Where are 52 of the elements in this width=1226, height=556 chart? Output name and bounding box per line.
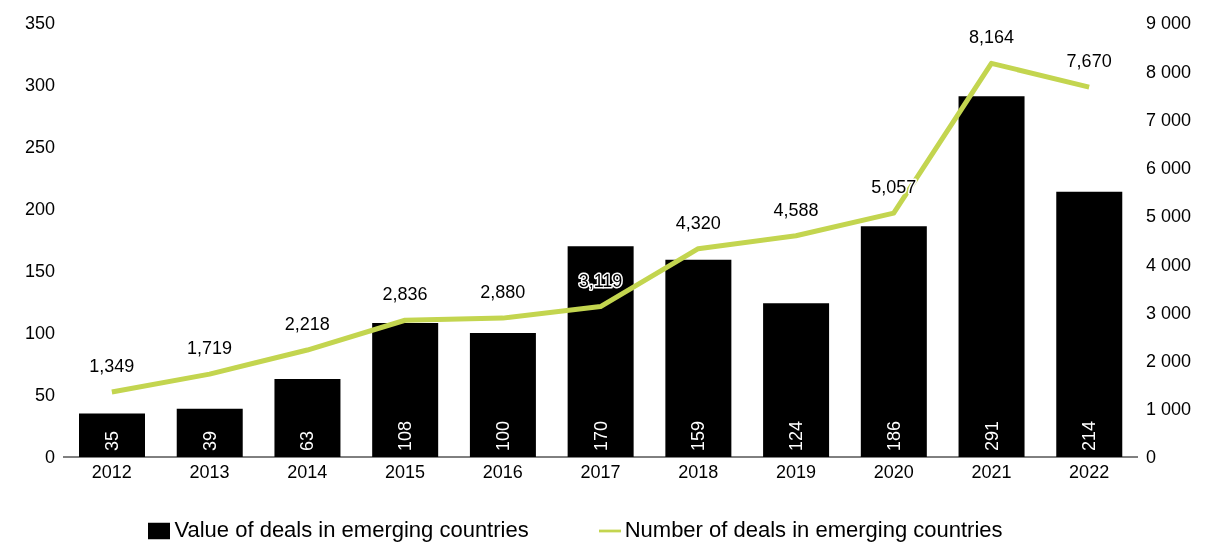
data-label: 1,719	[187, 338, 233, 359]
x-tick-label: 2016	[482, 461, 523, 482]
x-tick-label: 2013	[189, 461, 230, 482]
data-label: 63	[297, 430, 318, 451]
y2-tick-label: 9 000	[1146, 13, 1192, 34]
data-label: 4,588	[773, 199, 819, 220]
y-tick-label: 200	[24, 199, 55, 220]
data-label: 39	[199, 430, 220, 451]
y-tick-label: 300	[24, 75, 55, 96]
x-tick-label: 2022	[1069, 461, 1110, 482]
y2-tick-label: 0	[1146, 447, 1157, 468]
data-label: 35	[102, 430, 122, 451]
x-tick-label: 2018	[678, 461, 719, 482]
y2-tick-label: 5 000	[1146, 206, 1192, 227]
data-label: 8,164	[968, 27, 1014, 48]
y2-tick-label: 8 000	[1146, 61, 1192, 82]
x-tick-label: 2017	[580, 461, 621, 482]
y-tick-label: 250	[24, 137, 55, 158]
y2-tick-label: 3 000	[1146, 302, 1192, 323]
data-label: 159	[688, 420, 709, 451]
x-tick-label: 2021	[971, 461, 1012, 482]
data-label: 186	[883, 420, 904, 451]
data-label: 2,218	[284, 314, 330, 335]
data-label: 100	[492, 420, 513, 451]
data-label: 124	[786, 420, 807, 451]
y-tick-label: 100	[24, 323, 55, 344]
x-tick-label: 2019	[775, 461, 816, 482]
y-tick-label: 0	[44, 447, 55, 468]
data-label: 170	[590, 420, 611, 451]
data-label: 4,320	[675, 212, 721, 233]
data-label: 2,836	[382, 284, 428, 305]
data-label: 108	[395, 420, 416, 451]
y-tick-label: 50	[34, 385, 55, 406]
y-tick-label: 350	[24, 13, 55, 34]
data-label: 3,119	[578, 270, 623, 291]
y2-tick-label: 1 000	[1146, 399, 1192, 420]
legend-label: Number of deals in emerging countries	[624, 517, 1003, 542]
y2-tick-label: 2 000	[1146, 350, 1192, 371]
x-tick-label: 2015	[385, 461, 426, 482]
data-label: 1,349	[89, 355, 135, 376]
y2-tick-label: 7 000	[1146, 109, 1192, 130]
y2-tick-label: 4 000	[1146, 254, 1192, 275]
data-label: 2,880	[480, 282, 526, 303]
x-tick-label: 2014	[287, 461, 328, 482]
data-label: 291	[981, 420, 1002, 451]
y-tick-label: 150	[24, 261, 55, 282]
legend-label: Value of deals in emerging countries	[174, 517, 529, 542]
x-tick-label: 2012	[91, 461, 132, 482]
y2-tick-label: 6 000	[1146, 158, 1192, 179]
x-tick-label: 2020	[873, 461, 914, 482]
data-label: 214	[1079, 420, 1100, 451]
data-label: 7,670	[1066, 51, 1112, 72]
